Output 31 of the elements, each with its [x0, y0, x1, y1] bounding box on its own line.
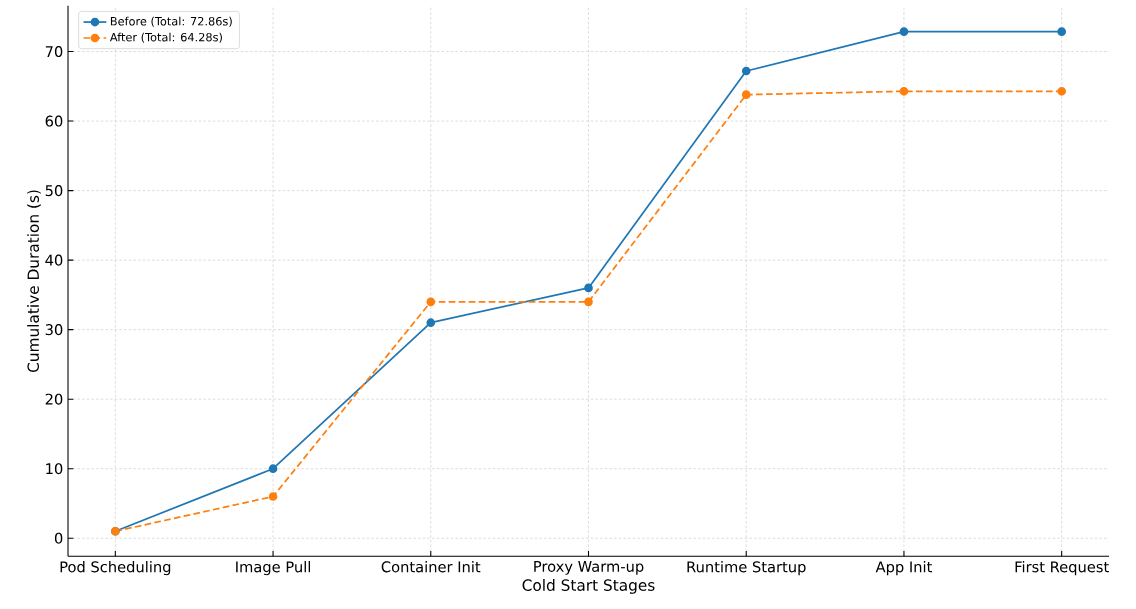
x-tick-label: Image Pull — [236, 560, 311, 576]
x-tick-label: Runtime Startup — [687, 560, 806, 576]
point — [1057, 86, 1067, 96]
point — [584, 283, 593, 293]
y-tick-label: 10 — [46, 463, 63, 475]
y-tick-label: 50 — [45, 184, 63, 196]
point — [426, 318, 436, 327]
x-tick-label: First Request — [1015, 560, 1109, 576]
point — [268, 464, 278, 473]
point — [268, 492, 278, 501]
point — [426, 297, 436, 307]
legend-label: Before (Total: 72.86s) — [110, 16, 232, 27]
y-axis-title: Cumulative Duration (s) — [27, 190, 41, 372]
y-tick-label: 60 — [45, 115, 63, 127]
x-tick-label: Pod Scheduling — [60, 560, 171, 576]
x-axis-title: Cold Start Stages — [522, 578, 655, 594]
legend-label: After (Total: 64.28s) — [109, 32, 222, 43]
point — [741, 90, 751, 99]
x-tick-label: Container Init — [381, 560, 481, 573]
y-tick-label: 40 — [45, 254, 63, 266]
x-tick-label: Proxy Warm-up — [534, 560, 644, 575]
y-tick-label: 70 — [45, 45, 63, 57]
x-tick-label: App Init — [875, 560, 932, 576]
y-tick-label: 30 — [45, 323, 63, 336]
point — [741, 66, 751, 76]
point — [584, 297, 593, 307]
y-tick-label: 0 — [54, 532, 63, 544]
y-tick-label: 20 — [45, 393, 63, 405]
point — [899, 27, 909, 36]
point — [1057, 27, 1067, 36]
point — [899, 86, 909, 96]
